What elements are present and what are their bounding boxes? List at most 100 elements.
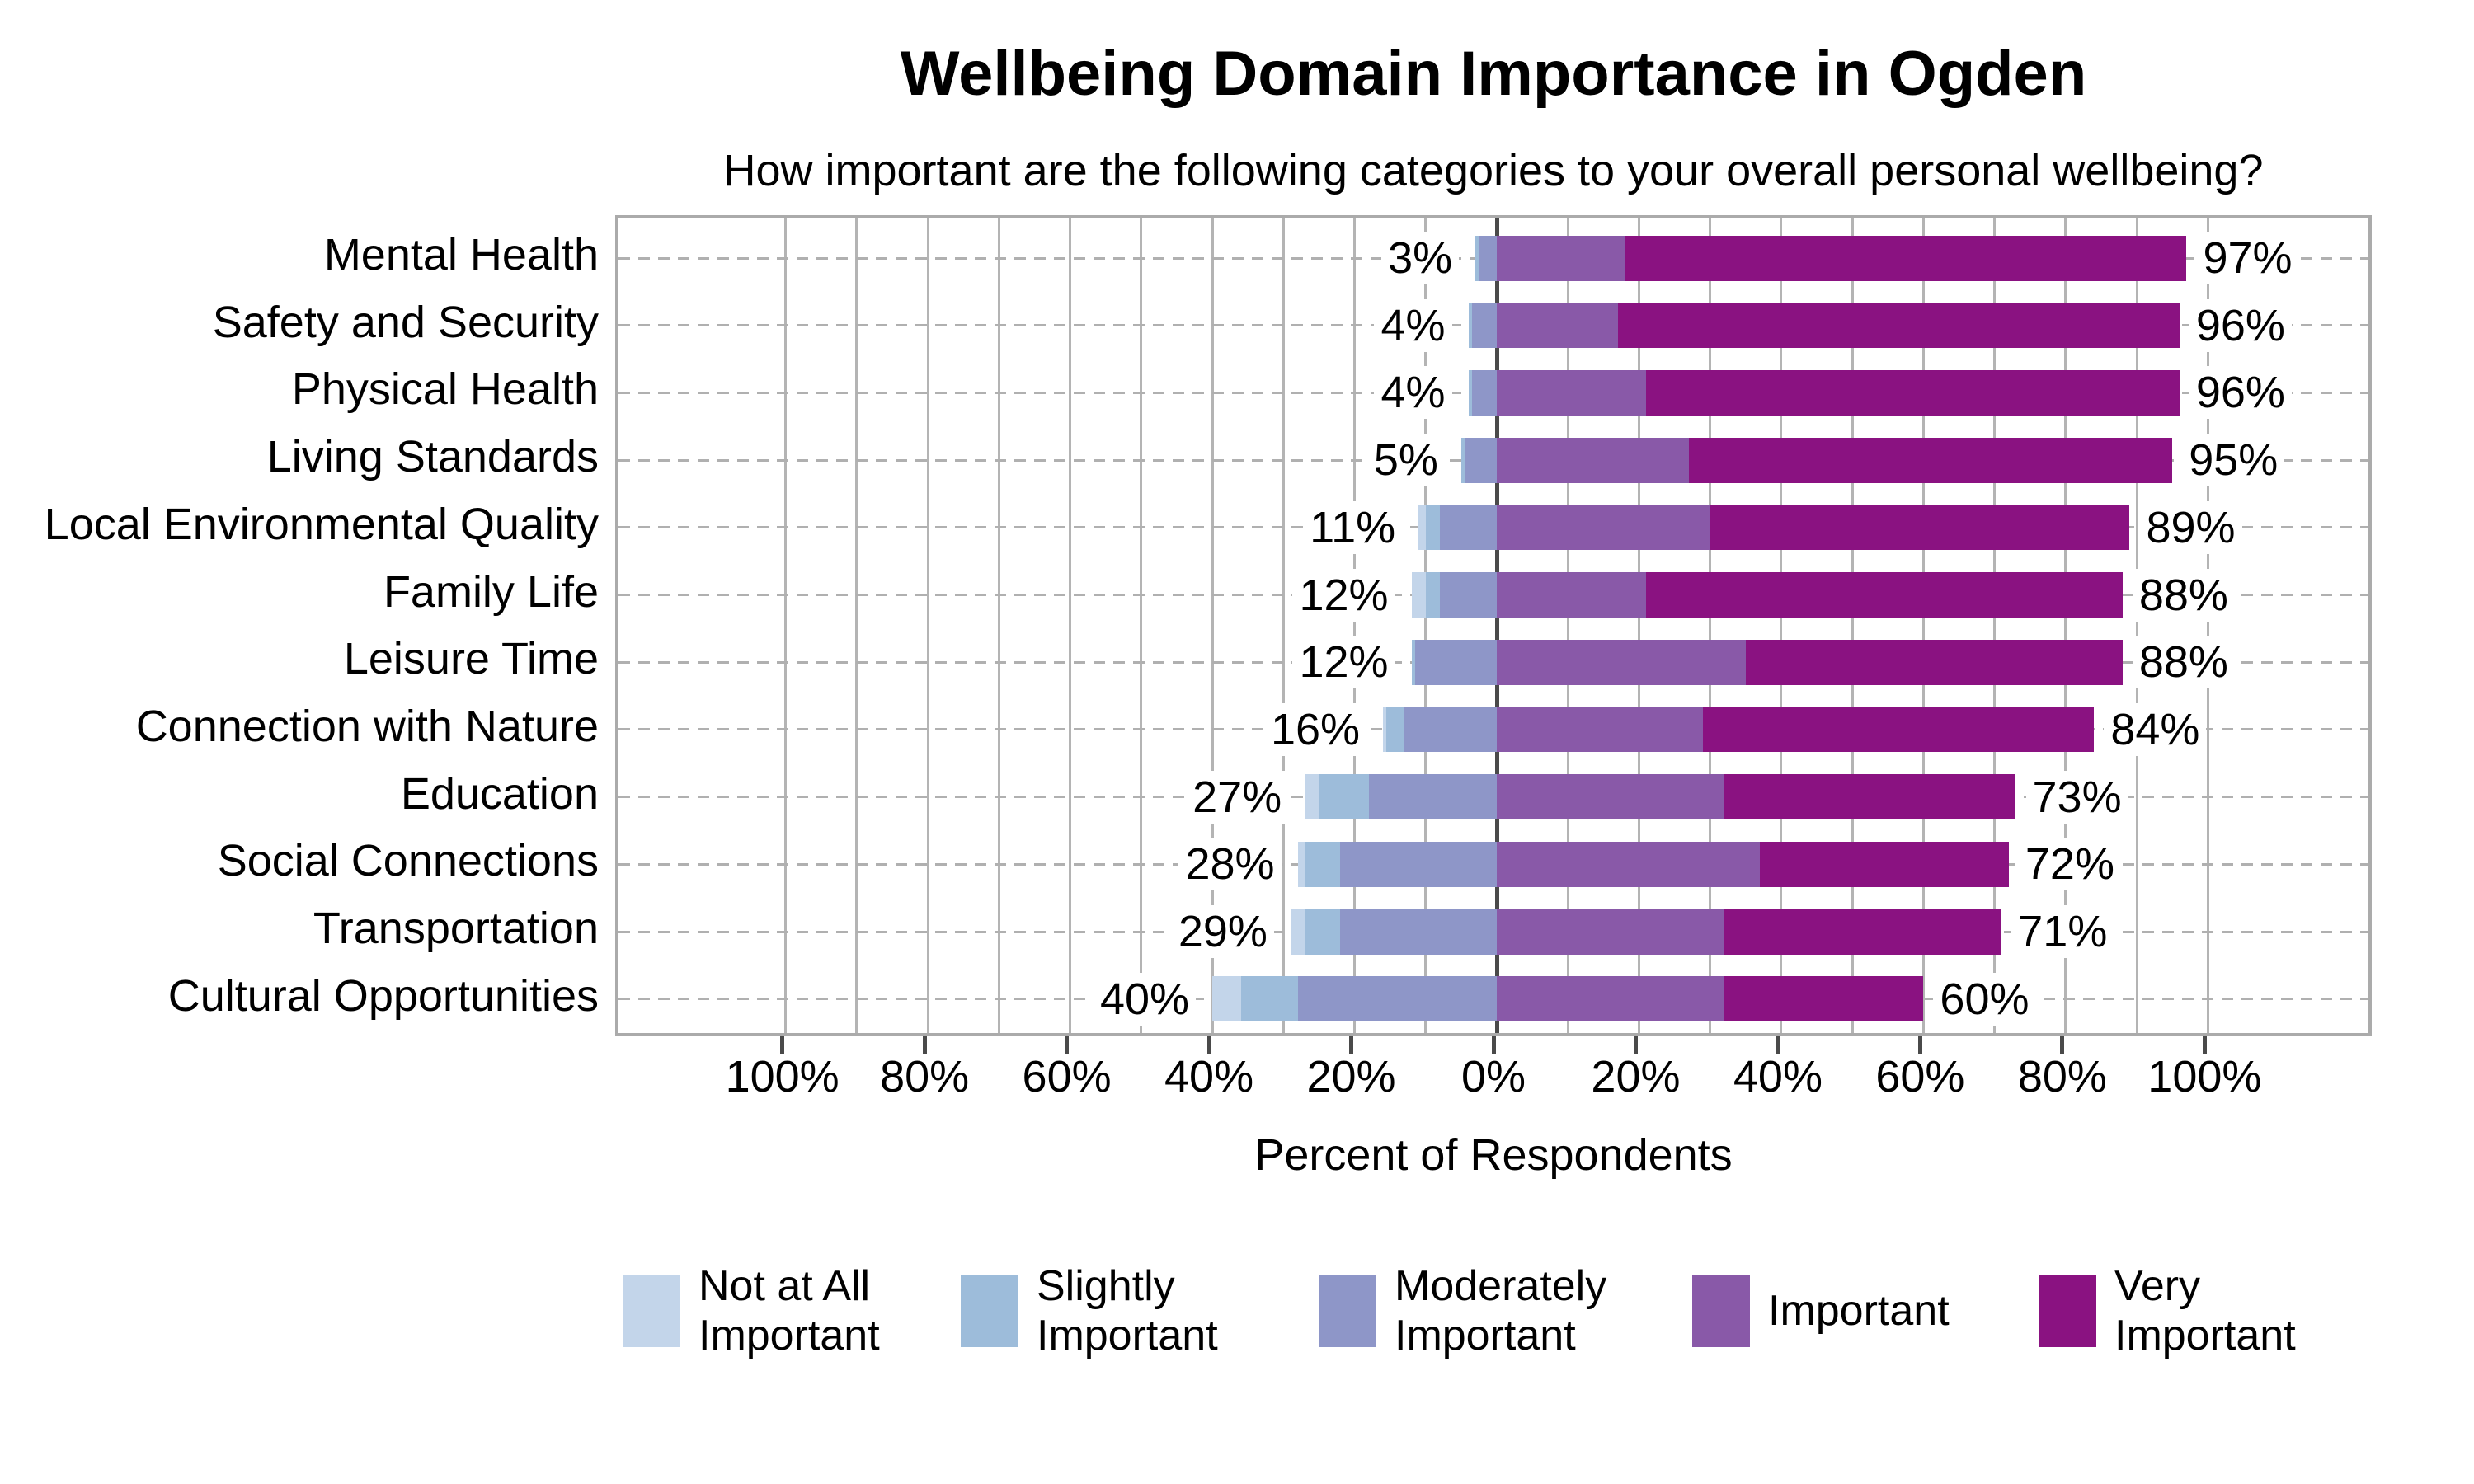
x-tick-label: 40% xyxy=(1733,1052,1823,1101)
x-axis-title: Percent of Respondents xyxy=(1254,1130,1733,1180)
x-tick xyxy=(1065,1036,1070,1054)
gridline--70 xyxy=(997,218,1000,1033)
segment-moderately-important xyxy=(1479,235,1497,281)
segment-slightly-important xyxy=(1468,303,1472,349)
category-label: Mental Health xyxy=(323,230,599,279)
gridline-70 xyxy=(1993,218,1997,1033)
legend-swatch xyxy=(2039,1275,2096,1347)
left-total-label: 28% xyxy=(1178,838,1282,891)
category-label: Social Connections xyxy=(217,836,599,886)
gridline--50 xyxy=(1140,218,1143,1033)
x-tick xyxy=(1633,1036,1638,1054)
x-tick xyxy=(780,1036,785,1054)
left-total-label: 12% xyxy=(1292,636,1395,689)
x-tick xyxy=(2202,1036,2207,1054)
segment-moderately-important xyxy=(1368,774,1497,820)
x-tick xyxy=(1349,1036,1354,1054)
segment-not-at-all-important xyxy=(1411,572,1426,618)
segment-important xyxy=(1496,369,1647,416)
category-label: Safety and Security xyxy=(212,297,599,347)
legend-swatch xyxy=(623,1275,680,1347)
segment-slightly-important xyxy=(1386,707,1404,753)
left-total-label: 16% xyxy=(1263,702,1367,756)
left-total-label: 40% xyxy=(1093,972,1197,1026)
category-label: Family Life xyxy=(383,566,599,617)
segment-moderately-important xyxy=(1414,639,1497,685)
bar-physical-health xyxy=(1468,369,2180,416)
x-tick-label: 40% xyxy=(1164,1052,1254,1101)
segment-very-important xyxy=(1625,235,2187,281)
segment-not-at-all-important xyxy=(1383,707,1387,753)
legend-item-slightly-important: Slightly Important xyxy=(961,1253,1218,1369)
x-tick-label: 60% xyxy=(1875,1052,1965,1101)
x-tick xyxy=(922,1036,927,1054)
right-total-label: 89% xyxy=(2139,500,2242,554)
left-total-label: 4% xyxy=(1374,366,1452,420)
legend-item-important: Important xyxy=(1692,1253,1950,1369)
category-label: Living Standards xyxy=(266,432,599,482)
chart-title: Wellbeing Domain Importance in Ogden xyxy=(900,39,2087,109)
bar-social-connections xyxy=(1297,841,2009,887)
bar-education xyxy=(1305,774,2016,820)
segment-moderately-important xyxy=(1340,909,1497,955)
segment-slightly-important xyxy=(1319,774,1369,820)
gridline--90 xyxy=(855,218,858,1033)
gridline--30 xyxy=(1282,218,1285,1033)
legend-item-very-important: Very Important xyxy=(2039,1253,2296,1369)
left-total-label: 29% xyxy=(1171,905,1274,958)
right-total-label: 60% xyxy=(1933,972,2036,1026)
segment-not-at-all-important xyxy=(1297,841,1305,887)
legend-item-moderately-important: Moderately Important xyxy=(1319,1253,1606,1369)
gridline-60 xyxy=(1921,218,1925,1033)
legend-swatch xyxy=(1319,1275,1376,1347)
gridline--100 xyxy=(784,218,788,1033)
gridline-30 xyxy=(1709,218,1712,1033)
segment-very-important xyxy=(1646,369,2180,416)
x-tick-label: 0% xyxy=(1460,1052,1526,1101)
x-tick xyxy=(2060,1036,2065,1054)
segment-important xyxy=(1496,572,1647,618)
x-tick xyxy=(1491,1036,1496,1054)
left-total-label: 5% xyxy=(1366,434,1445,487)
segment-important xyxy=(1496,437,1689,483)
right-total-label: 88% xyxy=(2132,636,2235,689)
x-tick-label: 100% xyxy=(2147,1052,2262,1101)
segment-important xyxy=(1496,774,1724,820)
segment-very-important xyxy=(1710,505,2130,551)
right-total-label: 96% xyxy=(2189,366,2292,420)
segment-important xyxy=(1496,707,1704,753)
x-tick-label: 60% xyxy=(1022,1052,1112,1101)
x-tick-label: 20% xyxy=(1306,1052,1396,1101)
gridline--80 xyxy=(926,218,929,1033)
segment-slightly-important xyxy=(1425,505,1440,551)
segment-slightly-important xyxy=(1475,235,1480,281)
gridline--20 xyxy=(1353,218,1357,1033)
category-label: Cultural Opportunities xyxy=(167,970,599,1021)
right-total-label: 71% xyxy=(2011,905,2114,958)
gridline-50 xyxy=(1851,218,1854,1033)
zero-gridline xyxy=(1494,218,1499,1033)
segment-moderately-important xyxy=(1404,707,1497,753)
segment-moderately-important xyxy=(1340,841,1497,887)
right-total-label: 72% xyxy=(2018,838,2121,891)
segment-slightly-important xyxy=(1468,369,1472,416)
right-total-label: 84% xyxy=(2104,702,2207,756)
left-total-label: 4% xyxy=(1374,298,1452,352)
category-label: Leisure Time xyxy=(343,634,599,684)
segment-not-at-all-important xyxy=(1212,976,1241,1022)
legend-swatch xyxy=(1692,1275,1750,1347)
right-total-label: 73% xyxy=(2025,770,2128,824)
segment-slightly-important xyxy=(1305,841,1341,887)
bar-connection-with-nature xyxy=(1383,707,2095,753)
gridline-90 xyxy=(2135,218,2138,1033)
legend-label: Not at All Important xyxy=(698,1262,880,1360)
right-total-label: 97% xyxy=(2196,232,2299,284)
legend: Not at All Important Slightly Important Mo… xyxy=(0,1253,2474,1402)
segment-very-important xyxy=(1646,572,2123,618)
segment-very-important xyxy=(1703,707,2095,753)
legend-label: Important xyxy=(1768,1287,1950,1335)
gridline-80 xyxy=(2064,218,2067,1033)
left-total-label: 27% xyxy=(1186,770,1289,824)
segment-very-important xyxy=(1760,841,2009,887)
category-label: Transportation xyxy=(313,904,599,953)
